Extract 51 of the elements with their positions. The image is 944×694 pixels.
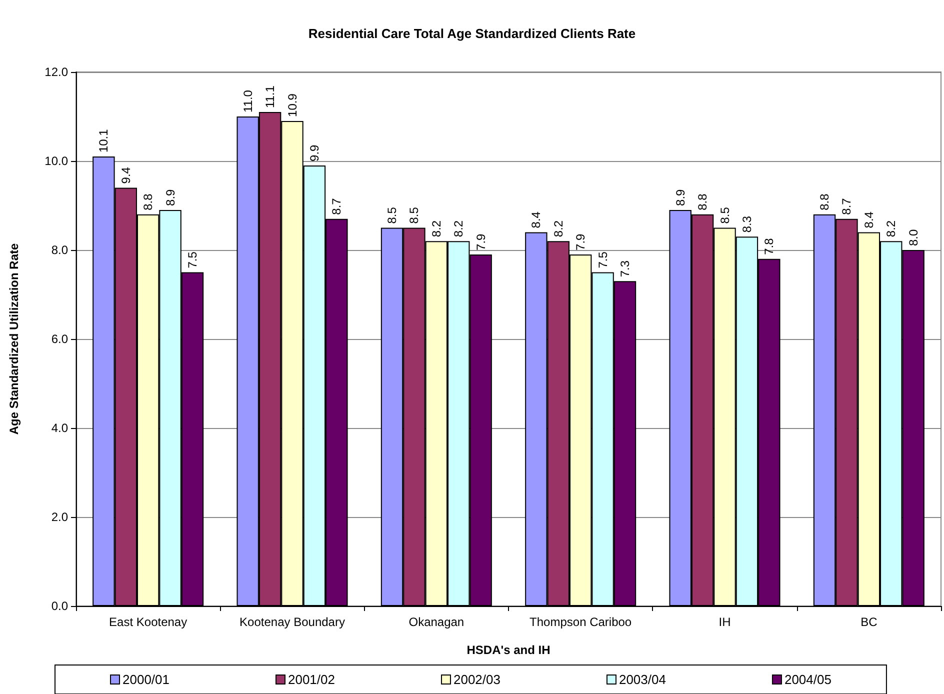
legend-label: 2002/03 (453, 672, 500, 687)
data-label: 10.1 (96, 128, 111, 153)
x-tick-label: IH (718, 615, 731, 629)
data-label: 8.2 (429, 220, 444, 238)
chart-title: Residential Care Total Age Standardized Clients Rate (308, 26, 636, 41)
data-label: 7.9 (574, 233, 588, 250)
data-label: 8.8 (696, 193, 710, 210)
data-label: 7.5 (596, 251, 610, 268)
data-label: 11.0 (240, 90, 255, 112)
data-label: 7.8 (762, 238, 776, 255)
data-label: 8.2 (884, 220, 898, 238)
data-label: 8.3 (740, 216, 754, 233)
x-tick-label: BC (860, 615, 878, 629)
y-axis-title: Age Standardized Utilization Rate (7, 243, 21, 435)
y-tick-label: 8.0 (51, 243, 68, 257)
data-label: 8.9 (673, 188, 688, 206)
x-tick-label: East Kootenay (109, 615, 188, 629)
data-label: 8.9 (163, 188, 178, 206)
data-label: 8.7 (840, 198, 854, 215)
x-tick-label: Okanagan (408, 615, 464, 629)
legend-label: 2000/01 (122, 672, 170, 687)
data-label: 8.2 (452, 220, 466, 238)
data-label: 10.9 (285, 93, 300, 117)
data-label: 8.5 (718, 206, 732, 224)
data-label: 7.3 (618, 260, 632, 278)
data-label: 8.8 (141, 193, 156, 210)
y-tick-label: 6.0 (51, 332, 68, 346)
data-label: 8.4 (862, 211, 876, 228)
y-tick-label: 4.0 (51, 421, 68, 435)
y-tick-label: 12.0 (44, 65, 68, 79)
data-label: 8.8 (818, 193, 832, 210)
data-label: 11.1 (263, 85, 278, 108)
data-label: 8.2 (551, 220, 566, 238)
data-label: 7.9 (474, 233, 488, 250)
data-label: 9.9 (307, 144, 322, 162)
data-label: 8.5 (385, 206, 400, 224)
y-tick-label: 2.0 (51, 510, 68, 524)
x-tick-label: Thompson Cariboo (530, 615, 632, 629)
legend-label: 2001/02 (288, 672, 335, 687)
data-label: 7.5 (185, 251, 200, 268)
x-tick-label: Kootenay Boundary (240, 615, 345, 629)
data-label: 8.5 (407, 206, 422, 224)
data-label: 8.0 (906, 228, 920, 246)
data-label: 8.7 (330, 198, 344, 215)
data-label: 8.4 (529, 211, 544, 228)
legend-label: 2004/05 (784, 672, 832, 687)
data-label: 9.4 (118, 166, 133, 184)
y-tick-label: 0.0 (51, 599, 68, 613)
legend-label: 2003/04 (618, 672, 666, 687)
y-tick-label: 10.0 (44, 154, 68, 168)
x-axis-title: HSDA's and IH (466, 643, 550, 657)
